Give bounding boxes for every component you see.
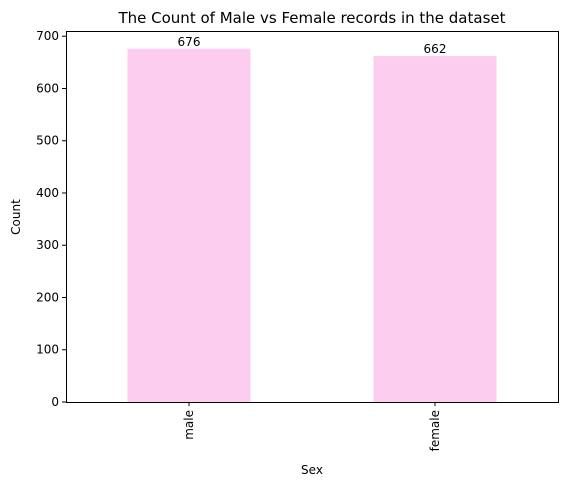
y-axis-title: Count [9, 199, 23, 235]
x-tick-label-female: female [428, 410, 442, 451]
bars-layer [127, 48, 497, 402]
data-label-male: 676 [178, 35, 201, 49]
y-tick-label-600: 600 [36, 81, 59, 95]
y-tick-label-700: 700 [36, 29, 59, 43]
data-label-female: 662 [424, 42, 447, 56]
y-axis: 0 100 200 300 400 500 600 700 [36, 29, 66, 409]
x-tick-label-male: male [182, 410, 196, 440]
data-labels-layer: 676 662 [178, 35, 447, 56]
x-axis: male female [182, 402, 442, 451]
y-tick-label-100: 100 [36, 343, 59, 357]
chart-title: The Count of Male vs Female records in t… [117, 9, 505, 27]
bar-female [373, 56, 497, 402]
y-tick-label-0: 0 [51, 395, 59, 409]
plot-frame [66, 31, 559, 403]
x-axis-title: Sex [301, 463, 323, 477]
y-tick-label-400: 400 [36, 186, 59, 200]
y-tick-label-300: 300 [36, 238, 59, 252]
y-tick-label-500: 500 [36, 134, 59, 148]
y-tick-label-200: 200 [36, 290, 59, 304]
bar-male [127, 48, 251, 402]
